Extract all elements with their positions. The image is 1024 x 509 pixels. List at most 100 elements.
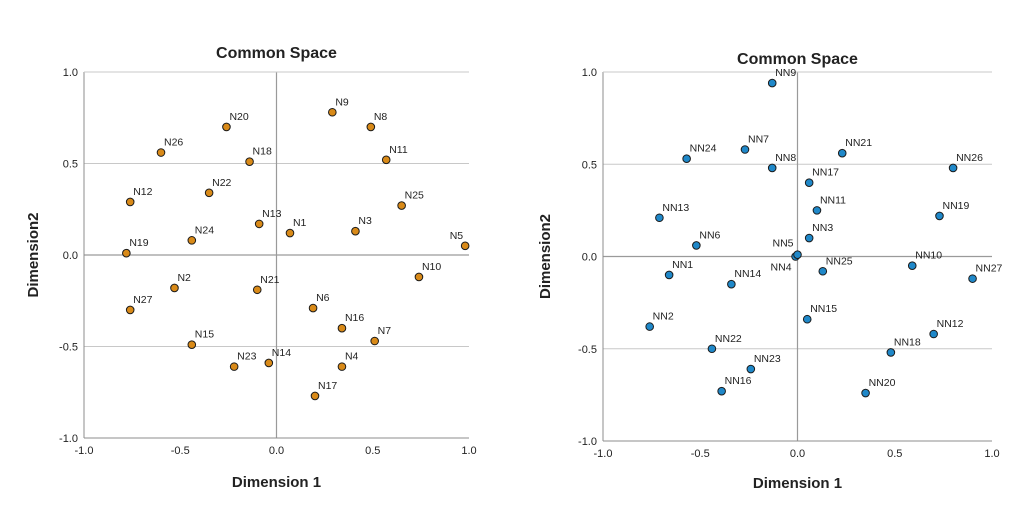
y-tick-label: 1.0	[582, 67, 597, 79]
data-point-label: N16	[345, 312, 364, 324]
x-tick-label: 1.0	[984, 448, 999, 460]
data-point	[717, 386, 726, 396]
data-point	[664, 270, 674, 280]
data-point	[645, 322, 654, 331]
x-tick-label: 1.0	[461, 445, 476, 457]
data-point-label: N18	[253, 146, 272, 158]
chart-title: Common Space	[737, 51, 858, 68]
x-axis-title: Dimension 1	[753, 475, 842, 492]
y-tick-label: 0.0	[63, 250, 78, 262]
data-point	[285, 228, 295, 238]
x-tick-label: 0.5	[887, 448, 902, 460]
data-point-label: N26	[164, 137, 183, 149]
data-point	[245, 157, 254, 166]
data-point-label: NN25	[826, 255, 853, 267]
data-point	[414, 272, 424, 282]
x-tick-label: -1.0	[594, 448, 613, 460]
data-point	[187, 236, 197, 245]
data-point-label: N7	[378, 325, 392, 337]
data-point	[804, 233, 814, 243]
data-point-label: N1	[293, 217, 307, 229]
data-point-label: NN4	[771, 262, 792, 274]
data-point-label: N25	[405, 190, 424, 202]
data-point-label: NN22	[715, 333, 742, 345]
data-point	[366, 122, 376, 132]
data-point-label: N3	[358, 215, 372, 227]
data-point	[229, 362, 239, 371]
data-point	[397, 201, 406, 210]
data-point-label: NN7	[748, 133, 769, 145]
data-point	[125, 305, 135, 315]
data-point	[812, 206, 822, 215]
data-point-label: NN23	[754, 353, 781, 365]
data-point	[907, 261, 917, 271]
data-point-label: NN18	[894, 336, 921, 348]
data-point-label: N10	[422, 261, 441, 273]
data-point-label: N23	[237, 351, 256, 363]
data-point-label: N2	[177, 272, 191, 284]
data-point-label: NN12	[937, 318, 964, 330]
y-axis-title: Dimension2	[25, 212, 42, 297]
data-point-label: N5	[450, 230, 464, 242]
data-point	[460, 241, 470, 251]
data-point-label: NN6	[699, 229, 720, 241]
data-point	[727, 279, 736, 289]
y-tick-label: 0.5	[582, 159, 597, 171]
data-point-label: N22	[212, 177, 231, 189]
x-tick-label: -0.5	[171, 445, 190, 457]
data-point-label: NN5	[772, 238, 793, 250]
data-point-label: N13	[262, 208, 281, 220]
data-point-label: N11	[389, 144, 408, 156]
data-point	[682, 154, 691, 164]
data-point	[767, 78, 777, 88]
data-point-label: NN26	[956, 152, 983, 164]
data-point	[935, 211, 944, 221]
data-point-label: NN13	[662, 202, 689, 214]
data-point	[968, 274, 977, 283]
data-point	[122, 248, 131, 258]
data-point-label: NN14	[734, 268, 761, 280]
x-tick-label: 0.0	[269, 445, 284, 457]
data-point	[692, 241, 701, 250]
data-point	[337, 323, 347, 333]
data-point-label: NN3	[812, 222, 833, 234]
data-point-label: N9	[335, 96, 349, 108]
x-axis-title: Dimension 1	[232, 474, 321, 491]
data-point-label: N12	[133, 186, 152, 198]
x-tick-label: 0.5	[365, 445, 380, 457]
scatter-chart-right: Common Space -1.0 -0.5 0.0 0.5 1.0 1.0 0.5 0.0 -0…	[537, 51, 1003, 492]
data-point	[308, 303, 318, 313]
data-point	[802, 314, 812, 324]
data-point	[252, 285, 262, 295]
data-point-label: NN15	[810, 303, 837, 315]
y-tick-label: -1.0	[59, 433, 78, 445]
data-point-label: NN1	[672, 259, 693, 271]
data-point	[655, 213, 664, 223]
chart-title: Common Space	[216, 45, 337, 62]
data-point	[204, 188, 214, 198]
data-point	[929, 329, 938, 339]
data-point	[370, 336, 379, 346]
data-point	[328, 107, 337, 117]
chart-panel-right: Common Space -1.0 -0.5 0.0 0.5 1.0 1.0 0.5 0.0 -0…	[512, 0, 1024, 509]
data-point	[222, 122, 231, 132]
data-point	[740, 145, 750, 154]
data-point-label: N19	[129, 237, 148, 249]
data-point-label: NN27	[976, 263, 1003, 275]
data-point-label: NN11	[820, 194, 846, 206]
data-point	[187, 340, 197, 349]
data-point	[337, 362, 347, 371]
data-point-label: NN20	[869, 377, 896, 389]
data-point-label: N27	[133, 294, 152, 306]
data-point-label: N8	[374, 111, 388, 123]
y-tick-label: -1.0	[578, 436, 597, 448]
data-point-label: NN2	[653, 311, 674, 323]
data-point	[767, 163, 777, 173]
data-point-label: NN24	[690, 143, 717, 155]
data-point-label: N21	[260, 274, 279, 286]
data-point	[948, 163, 958, 173]
data-point-label: NN9	[775, 67, 796, 79]
data-point	[254, 219, 264, 229]
x-tick-label: -1.0	[75, 445, 94, 457]
data-point	[861, 388, 870, 398]
